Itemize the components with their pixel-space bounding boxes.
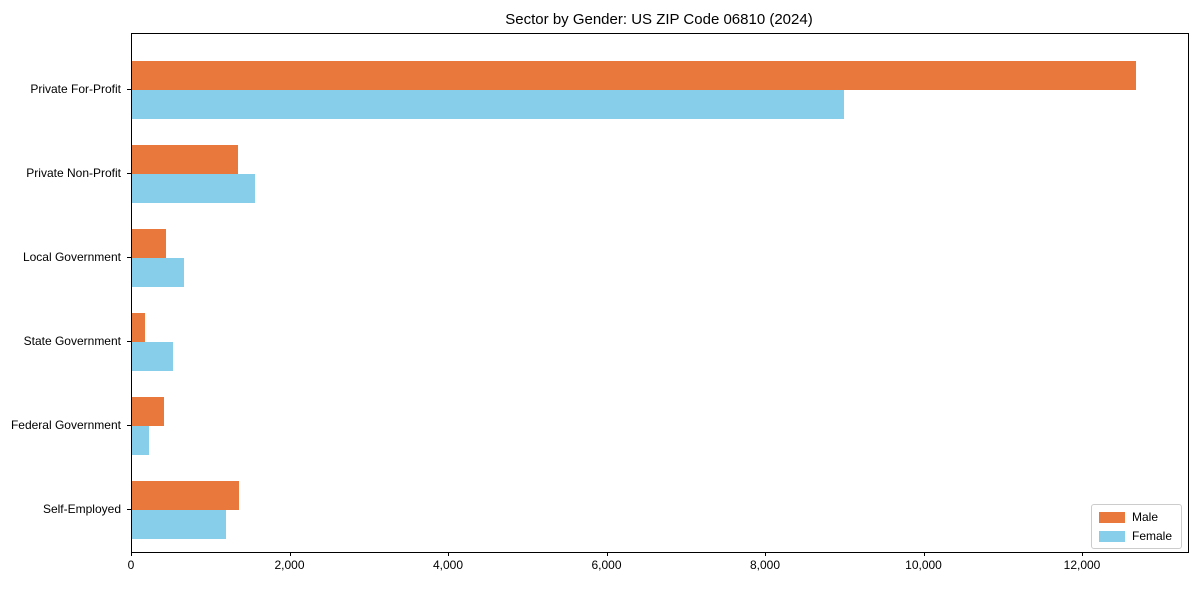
male-series-swatch: [1098, 511, 1125, 523]
x-tick-label: 2,000: [274, 558, 305, 572]
x-tick-mark: [606, 552, 608, 556]
bar-self-employed-female: [132, 510, 227, 539]
female-series-swatch: [1098, 530, 1125, 542]
y-tick-mark: [127, 509, 131, 510]
legend-item-male: Male: [1098, 510, 1172, 524]
legend: Male Female: [1090, 504, 1182, 549]
x-tick-mark: [1082, 552, 1083, 556]
bar-local-government-female: [132, 258, 184, 287]
bar-federal-government-male: [132, 397, 165, 426]
y-tick-mark: [127, 257, 131, 258]
x-tick-mark: [923, 552, 925, 556]
x-tick-label: 6,000: [591, 558, 622, 572]
bar-local-government-male: [132, 229, 167, 258]
y-tick-mark: [127, 173, 131, 174]
legend-label-male: Male: [1131, 510, 1158, 524]
chart-title: Sector by Gender: US ZIP Code 06810 (202…: [505, 11, 813, 28]
y-tick-mark: [127, 89, 131, 90]
plot-area: Male Female: [131, 33, 1189, 553]
bar-private-for-profit-female: [132, 90, 844, 119]
legend-label-female: Female: [1131, 529, 1172, 543]
x-tick-mark: [131, 552, 132, 556]
bar-private-non-profit-female: [132, 174, 255, 203]
x-tick-mark: [289, 552, 291, 556]
x-tick-label: 4,000: [432, 558, 464, 572]
y-tick-mark: [127, 341, 131, 342]
y-tick-label: Federal Government: [10, 418, 121, 432]
x-tick-label: 12,000: [1063, 558, 1101, 572]
y-tick-mark: [127, 425, 131, 426]
x-tick-mark: [448, 552, 449, 556]
bar-state-government-female: [132, 342, 174, 371]
y-tick-label: Local Government: [22, 250, 121, 264]
y-tick-label: Self-Employed: [42, 502, 121, 516]
legend-item-female: Female: [1098, 529, 1172, 543]
y-tick-label: Private For-Profit: [30, 82, 121, 96]
bar-self-employed-male: [132, 481, 239, 510]
x-tick-label: 8,000: [749, 558, 781, 572]
bar-state-government-male: [132, 313, 146, 342]
x-tick-label: 0: [127, 558, 135, 572]
bar-private-for-profit-male: [132, 61, 1137, 90]
bar-private-non-profit-male: [132, 145, 239, 174]
bar-federal-government-female: [132, 426, 149, 455]
y-tick-label: State Government: [23, 334, 121, 348]
y-tick-label: Private Non-Profit: [26, 166, 121, 180]
x-tick-label: 10,000: [905, 558, 942, 572]
x-tick-mark: [765, 552, 766, 556]
